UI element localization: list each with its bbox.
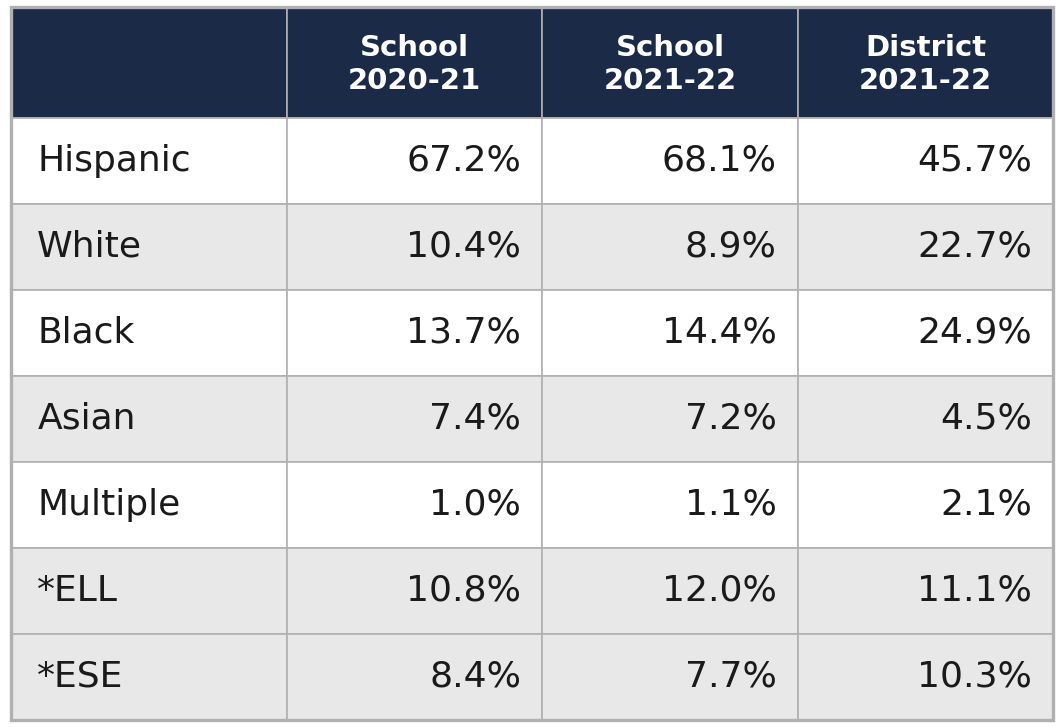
Bar <box>798 547 1053 634</box>
Bar <box>287 204 543 290</box>
Bar <box>11 290 287 376</box>
Bar <box>11 547 287 634</box>
Bar <box>11 634 287 720</box>
Text: School: School <box>616 34 725 62</box>
Bar <box>11 462 287 547</box>
Text: 2021-22: 2021-22 <box>859 68 993 95</box>
Bar <box>798 462 1053 547</box>
Text: 68.1%: 68.1% <box>662 144 777 177</box>
Text: 14.4%: 14.4% <box>662 316 777 350</box>
Text: 10.4%: 10.4% <box>406 230 521 264</box>
Text: 24.9%: 24.9% <box>917 316 1032 350</box>
Bar <box>543 290 798 376</box>
Text: 8.9%: 8.9% <box>685 230 777 264</box>
Text: 2.1%: 2.1% <box>941 488 1032 522</box>
Bar <box>798 376 1053 462</box>
Text: 1.1%: 1.1% <box>685 488 777 522</box>
Text: 10.3%: 10.3% <box>917 659 1032 694</box>
Text: 13.7%: 13.7% <box>406 316 521 350</box>
Bar <box>543 547 798 634</box>
Bar <box>543 462 798 547</box>
Bar <box>287 7 543 118</box>
Text: 12.0%: 12.0% <box>662 574 777 608</box>
Text: 45.7%: 45.7% <box>917 144 1032 177</box>
Bar <box>287 462 543 547</box>
Text: Black: Black <box>37 316 135 350</box>
Text: 2020-21: 2020-21 <box>348 68 481 95</box>
Text: District: District <box>865 34 986 62</box>
Text: 22.7%: 22.7% <box>917 230 1032 264</box>
Bar <box>543 376 798 462</box>
Text: Asian: Asian <box>37 402 136 435</box>
Bar <box>543 7 798 118</box>
Bar <box>543 204 798 290</box>
Bar <box>11 118 287 204</box>
Bar <box>11 204 287 290</box>
Text: 7.7%: 7.7% <box>685 659 777 694</box>
Text: *ELL: *ELL <box>37 574 118 608</box>
Bar <box>798 634 1053 720</box>
Bar <box>798 290 1053 376</box>
Text: 1.0%: 1.0% <box>429 488 521 522</box>
Bar <box>287 547 543 634</box>
Bar <box>287 376 543 462</box>
Text: Multiple: Multiple <box>37 488 181 522</box>
Text: School: School <box>360 34 469 62</box>
Bar <box>798 7 1053 118</box>
Text: 10.8%: 10.8% <box>406 574 521 608</box>
Bar <box>798 204 1053 290</box>
Text: 11.1%: 11.1% <box>917 574 1032 608</box>
Bar <box>543 118 798 204</box>
Bar <box>287 634 543 720</box>
Text: 2021-22: 2021-22 <box>603 68 736 95</box>
Text: 4.5%: 4.5% <box>941 402 1032 435</box>
Text: White: White <box>37 230 143 264</box>
Text: 8.4%: 8.4% <box>429 659 521 694</box>
Text: Hispanic: Hispanic <box>37 144 190 177</box>
Text: 7.4%: 7.4% <box>429 402 521 435</box>
Bar <box>287 290 543 376</box>
Bar <box>11 376 287 462</box>
Bar <box>11 7 287 118</box>
Text: 67.2%: 67.2% <box>406 144 521 177</box>
Bar <box>543 634 798 720</box>
Text: 7.2%: 7.2% <box>685 402 777 435</box>
Text: *ESE: *ESE <box>37 659 123 694</box>
Bar <box>798 118 1053 204</box>
Bar <box>287 118 543 204</box>
